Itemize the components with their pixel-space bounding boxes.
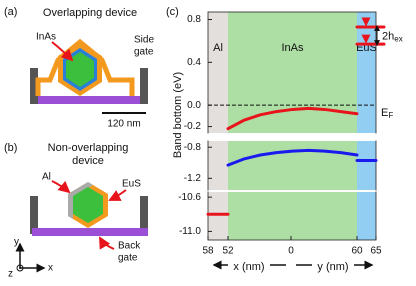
frame bbox=[207, 11, 377, 241]
x-axis-label: x (nm) bbox=[233, 261, 264, 273]
side-gate bbox=[140, 196, 148, 234]
al-shell bbox=[68, 182, 93, 219]
region bbox=[208, 12, 228, 240]
band-curve bbox=[226, 106, 359, 131]
fermi-label: EF bbox=[381, 107, 393, 120]
region bbox=[228, 12, 357, 240]
y-tick-label: -0.8 bbox=[184, 142, 202, 153]
label-bg bbox=[312, 260, 354, 272]
y-tick-label: 0.4 bbox=[187, 57, 201, 68]
x-tick-label: 60 bbox=[351, 246, 363, 257]
y-tick-label: 0.0 bbox=[187, 100, 201, 111]
label: gate bbox=[134, 47, 154, 58]
chart: Al InAs EuS0.80.40.0-0.2-0.8-1.2-10.6-11.0… bbox=[178, 11, 403, 273]
region-label: Al bbox=[213, 42, 223, 54]
label: Al bbox=[42, 172, 51, 183]
panel-letter: (b) bbox=[4, 142, 17, 154]
exchange-label: 2hex bbox=[382, 30, 403, 43]
panel-a: (a) Overlapping device InAs Side gate 12… bbox=[4, 6, 154, 130]
region bbox=[357, 12, 376, 240]
arrow bbox=[108, 189, 127, 201]
label: Back bbox=[118, 241, 141, 252]
y-tick-label: -0.2 bbox=[184, 121, 202, 132]
panel-b: (b) Non-overlapping device Al EuS Back g… bbox=[4, 142, 148, 264]
axis-label: z bbox=[8, 269, 13, 280]
panel-letter: (c) bbox=[166, 6, 179, 18]
label: EuS bbox=[122, 179, 141, 190]
x-tick-label: 52 bbox=[222, 246, 234, 257]
x-tick-label: 58 bbox=[202, 246, 214, 257]
y-tick-label: -10.6 bbox=[178, 192, 201, 203]
region-label: InAs bbox=[281, 42, 304, 54]
arrow bbox=[51, 180, 71, 194]
label-main: 2h bbox=[382, 30, 394, 42]
axis-break bbox=[207, 190, 377, 192]
axes-icon: y z x bbox=[8, 237, 53, 280]
label: gate bbox=[118, 253, 138, 264]
label-sub: ex bbox=[394, 35, 402, 44]
y-tick-label: -11.0 bbox=[179, 226, 201, 237]
label: Side bbox=[134, 35, 154, 46]
side-gate bbox=[30, 68, 38, 104]
side-gate bbox=[30, 196, 38, 234]
nanowire bbox=[73, 187, 103, 223]
y-axis-label: Band bottom (eV) bbox=[172, 72, 184, 158]
panel-letter: (a) bbox=[4, 6, 17, 18]
label-sub: F bbox=[388, 111, 393, 120]
x-tick-label: 65 bbox=[370, 246, 382, 257]
axis-label: x bbox=[48, 263, 53, 274]
label: InAs bbox=[36, 32, 56, 43]
substrate bbox=[32, 228, 148, 236]
panel-title: Non-overlapping bbox=[48, 142, 129, 154]
axis-label: y bbox=[14, 237, 19, 248]
arrow bbox=[51, 41, 74, 62]
side-gate bbox=[140, 68, 148, 104]
label-bg bbox=[228, 260, 270, 272]
panel-title: Overlapping device bbox=[43, 7, 137, 19]
label-main: E bbox=[381, 107, 388, 119]
y-tick-label: -1.2 bbox=[184, 173, 202, 184]
x-axis-label: y (nm) bbox=[317, 261, 348, 273]
y-tick-label: 0.8 bbox=[187, 14, 201, 25]
x-tick-label: 0 bbox=[288, 246, 294, 257]
substrate bbox=[32, 96, 148, 104]
band-curve bbox=[226, 148, 359, 167]
arrow bbox=[99, 236, 115, 250]
axis-break bbox=[207, 133, 377, 141]
panel-title: device bbox=[72, 155, 104, 167]
scale-label: 120 nm bbox=[107, 119, 140, 130]
